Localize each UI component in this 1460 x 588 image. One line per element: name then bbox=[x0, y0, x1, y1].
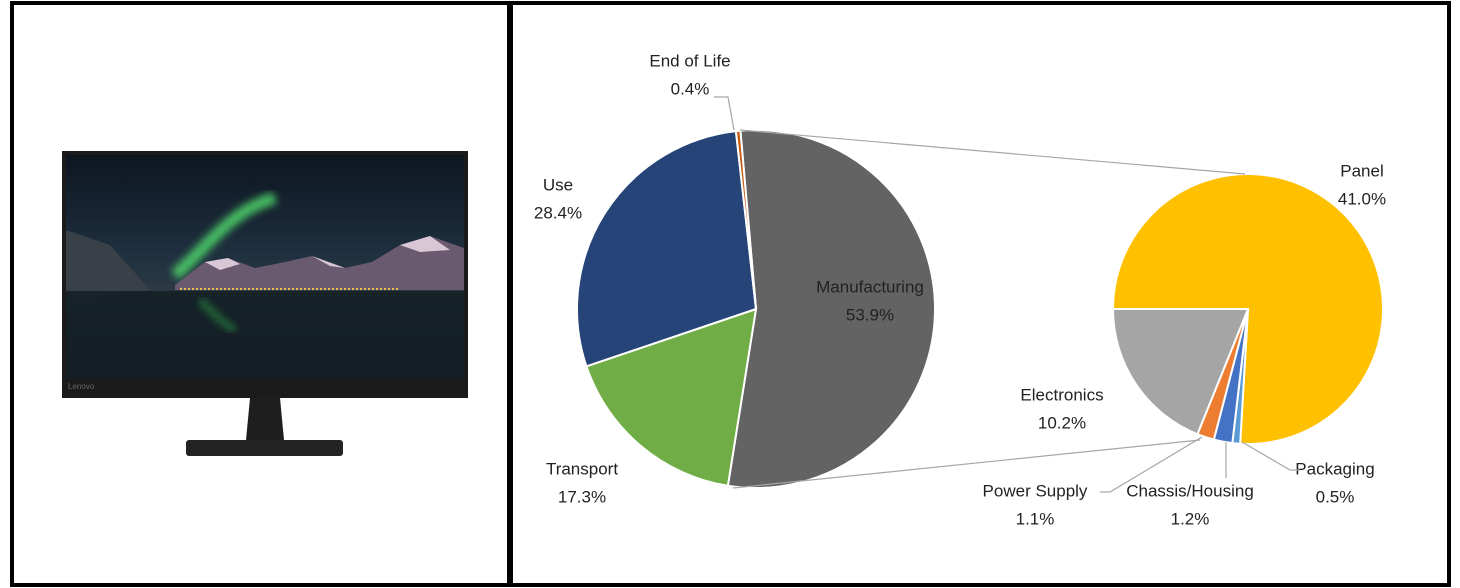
slice-value-label: 1.2% bbox=[1171, 509, 1210, 528]
connector-line bbox=[732, 439, 1201, 489]
slice-value-label: 10.2% bbox=[1038, 413, 1086, 432]
slice-label: End of Life bbox=[649, 51, 730, 70]
slice-label: Transport bbox=[546, 459, 618, 478]
pie-slice bbox=[726, 129, 936, 489]
pie-slice bbox=[734, 129, 757, 310]
leader-lines bbox=[714, 96, 1300, 493]
mountain bbox=[66, 230, 150, 300]
mountain bbox=[175, 236, 464, 290]
snow bbox=[205, 236, 450, 270]
slice-label: Packaging bbox=[1295, 459, 1374, 478]
slice-value-label: 53.9% bbox=[846, 305, 894, 324]
pie-slice bbox=[576, 130, 758, 368]
slice-label: Use bbox=[543, 175, 573, 194]
connector-lines bbox=[732, 129, 1246, 489]
slice-value-label: 41.0% bbox=[1338, 189, 1386, 208]
leader-line bbox=[1241, 441, 1300, 471]
connector-line bbox=[739, 129, 1246, 175]
pie-slice bbox=[585, 307, 758, 487]
monitor-brand: Lenovo bbox=[68, 382, 95, 391]
slice-value-label: 1.1% bbox=[1016, 509, 1055, 528]
slice-label: Manufacturing bbox=[816, 277, 924, 296]
monitor-base bbox=[186, 440, 343, 456]
slice-value-label: 0.5% bbox=[1316, 487, 1355, 506]
aurora bbox=[171, 192, 277, 280]
slice-label: Power Supply bbox=[983, 481, 1088, 500]
leader-line bbox=[714, 96, 735, 131]
right-panel-frame bbox=[509, 1, 1451, 587]
slice-value-label: 0.4% bbox=[671, 79, 710, 98]
leader-line bbox=[1100, 436, 1203, 493]
monitor-image: Lenovo bbox=[62, 151, 468, 456]
slice-value-label: 28.4% bbox=[534, 203, 582, 222]
slice-value-label: 17.3% bbox=[558, 487, 606, 506]
slice-label: Chassis/Housing bbox=[1126, 481, 1254, 500]
aurora-reflection bbox=[197, 297, 237, 333]
slice-label: Panel bbox=[1340, 161, 1383, 180]
pie-slice bbox=[1111, 308, 1250, 436]
slice-label: Electronics bbox=[1020, 385, 1103, 404]
monitor-neck bbox=[246, 398, 284, 440]
water bbox=[66, 291, 464, 379]
